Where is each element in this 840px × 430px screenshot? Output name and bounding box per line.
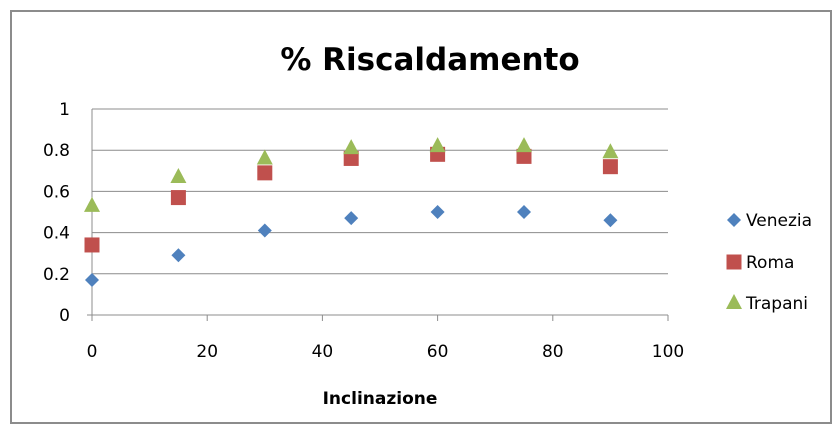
point-roma xyxy=(170,190,186,206)
point-venezia xyxy=(344,211,359,226)
marks-layer xyxy=(84,137,619,287)
chart-svg: % Riscaldamento 0 0.2 0.4 0.6 0.8 1 0 20 40 60 80 1… xyxy=(43,42,812,409)
point-venezia xyxy=(430,205,445,219)
x-tick-label: 40 xyxy=(312,342,334,362)
x-tick-label: 60 xyxy=(427,342,449,362)
point-roma xyxy=(602,159,618,175)
point-trapani xyxy=(602,143,619,159)
x-tick-label: 80 xyxy=(542,342,564,362)
y-tick-label: 1 xyxy=(59,100,70,120)
point-roma xyxy=(257,165,273,181)
point-trapani xyxy=(343,139,360,155)
grid-layer xyxy=(92,108,668,275)
x-tick-label: 100 xyxy=(652,342,684,362)
y-tick-label: 0 xyxy=(59,306,70,326)
point-venezia xyxy=(603,213,618,228)
chart-frame: % Riscaldamento 0 0.2 0.4 0.6 0.8 1 0 20 40 60 80 1… xyxy=(10,10,832,424)
x-tick-label: 20 xyxy=(196,342,218,362)
chart-title: % Riscaldamento xyxy=(280,42,579,78)
point-trapani xyxy=(429,137,446,153)
legend-label-roma: Roma xyxy=(746,253,794,273)
point-trapani xyxy=(256,149,273,165)
legend-layer: Venezia Roma Trapani xyxy=(726,211,812,314)
legend-label-venezia: Venezia xyxy=(746,211,812,231)
point-trapani xyxy=(170,167,187,183)
point-roma xyxy=(516,148,532,164)
x-tick-label: 0 xyxy=(87,342,98,362)
legend-label-trapani: Trapani xyxy=(745,294,808,314)
point-venezia xyxy=(257,223,272,238)
point-roma xyxy=(84,237,100,253)
point-venezia xyxy=(85,272,99,287)
point-trapani xyxy=(516,137,532,153)
point-roma xyxy=(343,150,359,166)
y-tick-label: 0.2 xyxy=(43,265,70,285)
point-trapani xyxy=(84,196,100,212)
point-venezia xyxy=(517,205,531,219)
y-tick-label: 0.4 xyxy=(43,224,70,244)
legend-marker-venezia xyxy=(727,213,741,227)
legend-marker-trapani xyxy=(726,294,742,309)
axis-layer: 0 0.2 0.4 0.6 0.8 1 0 20 40 60 80 100 xyxy=(43,100,684,362)
x-axis-label: Inclinazione xyxy=(323,389,438,409)
legend-marker-roma xyxy=(726,254,742,270)
y-tick-label: 0.8 xyxy=(43,141,70,161)
y-tick-label: 0.6 xyxy=(43,182,70,202)
point-venezia xyxy=(171,248,186,263)
